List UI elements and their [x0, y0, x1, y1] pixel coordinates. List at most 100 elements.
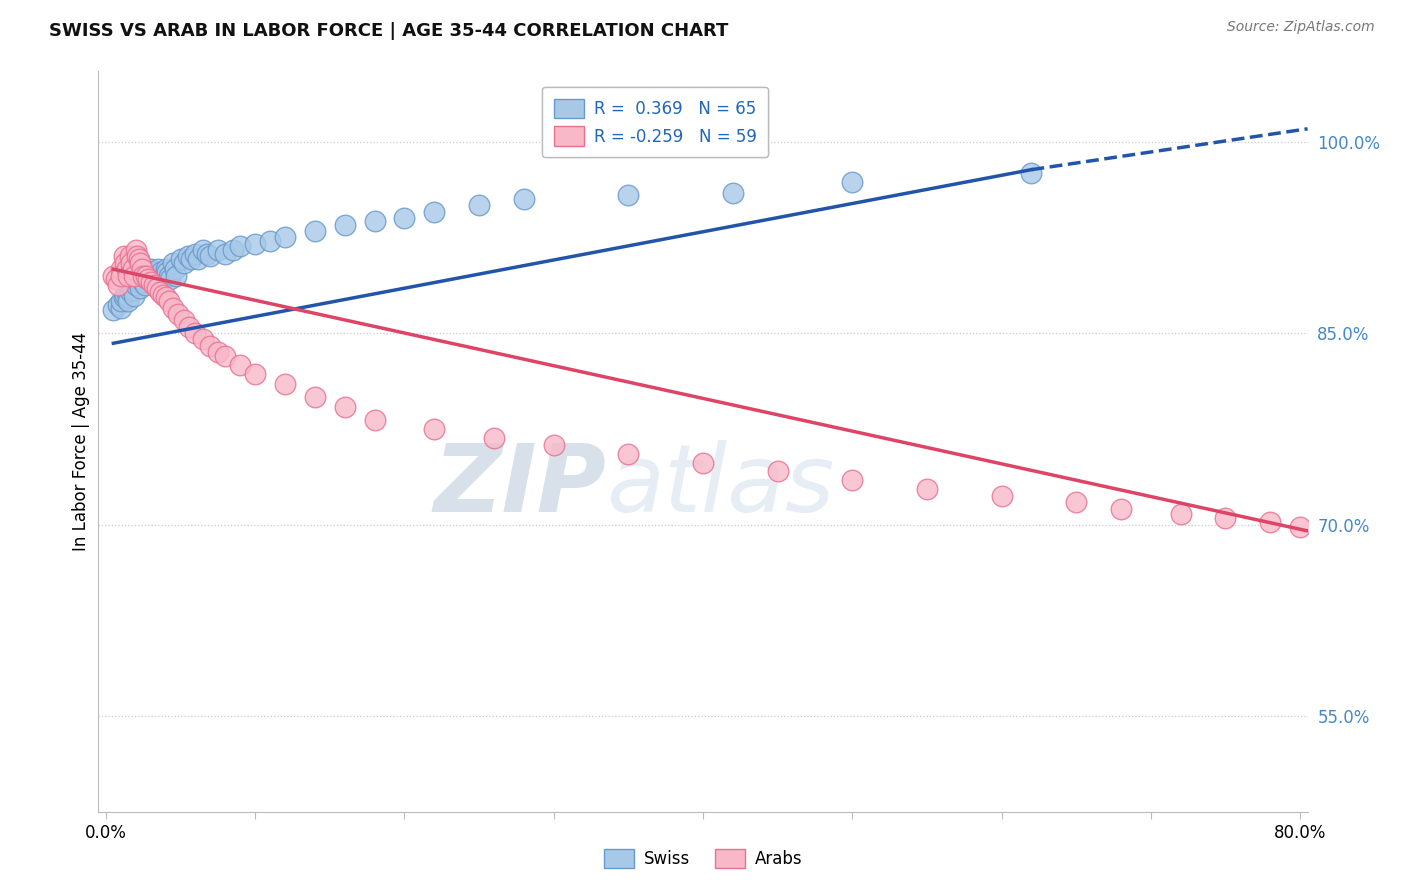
Point: [127, 249, 149, 264]
Point: [180, 252, 202, 266]
Point: [107, 277, 129, 292]
Point: [163, 262, 186, 277]
Point: [423, 204, 446, 219]
Point: [157, 268, 180, 283]
Point: [145, 281, 167, 295]
Point: [363, 213, 385, 227]
Point: [114, 256, 136, 270]
Point: [128, 275, 150, 289]
Point: [162, 301, 184, 315]
Point: [110, 294, 132, 309]
Point: [159, 272, 181, 286]
Point: [129, 256, 152, 270]
Point: [156, 265, 179, 279]
Point: [1215, 511, 1237, 525]
Point: [721, 186, 744, 200]
Point: [132, 268, 155, 283]
Point: [110, 262, 132, 277]
Point: [1064, 494, 1087, 508]
Point: [143, 265, 166, 279]
Point: [200, 339, 222, 353]
Point: [125, 277, 148, 292]
Point: [229, 239, 252, 253]
Point: [132, 275, 155, 289]
Point: [129, 281, 152, 295]
Point: [274, 230, 297, 244]
Point: [166, 307, 188, 321]
Point: [110, 301, 132, 315]
Point: [200, 249, 222, 264]
Point: [134, 277, 156, 292]
Point: [333, 400, 356, 414]
Point: [259, 234, 281, 248]
Point: [222, 243, 245, 257]
Point: [114, 287, 136, 301]
Point: [169, 252, 191, 266]
Point: [214, 247, 236, 261]
Point: [103, 268, 125, 283]
Point: [142, 268, 165, 283]
Point: [115, 285, 138, 300]
Point: [304, 224, 326, 238]
Point: [132, 268, 155, 283]
Point: [117, 268, 139, 283]
Text: SWISS VS ARAB IN LABOR FORCE | AGE 35-44 CORRELATION CHART: SWISS VS ARAB IN LABOR FORCE | AGE 35-44…: [49, 22, 728, 40]
Point: [105, 272, 128, 286]
Point: [162, 256, 184, 270]
Point: [363, 413, 385, 427]
Point: [136, 268, 159, 283]
Text: ZIP: ZIP: [433, 440, 606, 532]
Point: [214, 349, 236, 363]
Point: [1319, 524, 1341, 538]
Point: [179, 319, 201, 334]
Point: [141, 266, 163, 280]
Point: [617, 447, 640, 461]
Point: [152, 287, 174, 301]
Point: [165, 268, 187, 283]
Point: [157, 294, 180, 309]
Point: [131, 272, 153, 286]
Point: [1109, 502, 1132, 516]
Point: [103, 303, 125, 318]
Point: [120, 280, 142, 294]
Point: [1289, 520, 1312, 534]
Point: [274, 377, 297, 392]
Point: [243, 236, 266, 251]
Point: [915, 482, 938, 496]
Point: [110, 268, 132, 283]
Point: [117, 290, 139, 304]
Point: [423, 422, 446, 436]
Point: [207, 243, 229, 257]
Point: [1258, 515, 1281, 529]
Point: [118, 284, 141, 298]
Point: [131, 262, 153, 277]
Point: [150, 265, 173, 279]
Point: [841, 175, 863, 189]
Point: [243, 367, 266, 381]
Point: [112, 290, 135, 304]
Point: [191, 243, 214, 257]
Point: [117, 294, 139, 309]
Y-axis label: In Labor Force | Age 35-44: In Labor Force | Age 35-44: [72, 332, 90, 551]
Point: [149, 268, 172, 283]
Legend: Swiss, Arabs: Swiss, Arabs: [598, 842, 808, 875]
Point: [122, 268, 145, 283]
Point: [112, 249, 135, 264]
Point: [125, 243, 148, 257]
Point: [184, 326, 207, 340]
Point: [617, 188, 640, 202]
Point: [197, 247, 219, 261]
Point: [128, 252, 150, 266]
Point: [543, 438, 565, 452]
Point: [229, 358, 252, 372]
Point: [468, 198, 491, 212]
Point: [482, 431, 505, 445]
Point: [177, 249, 200, 264]
Point: [304, 390, 326, 404]
Point: [121, 283, 143, 297]
Point: [513, 192, 536, 206]
Point: [135, 268, 157, 283]
Point: [107, 298, 129, 312]
Point: [766, 464, 789, 478]
Point: [146, 262, 169, 277]
